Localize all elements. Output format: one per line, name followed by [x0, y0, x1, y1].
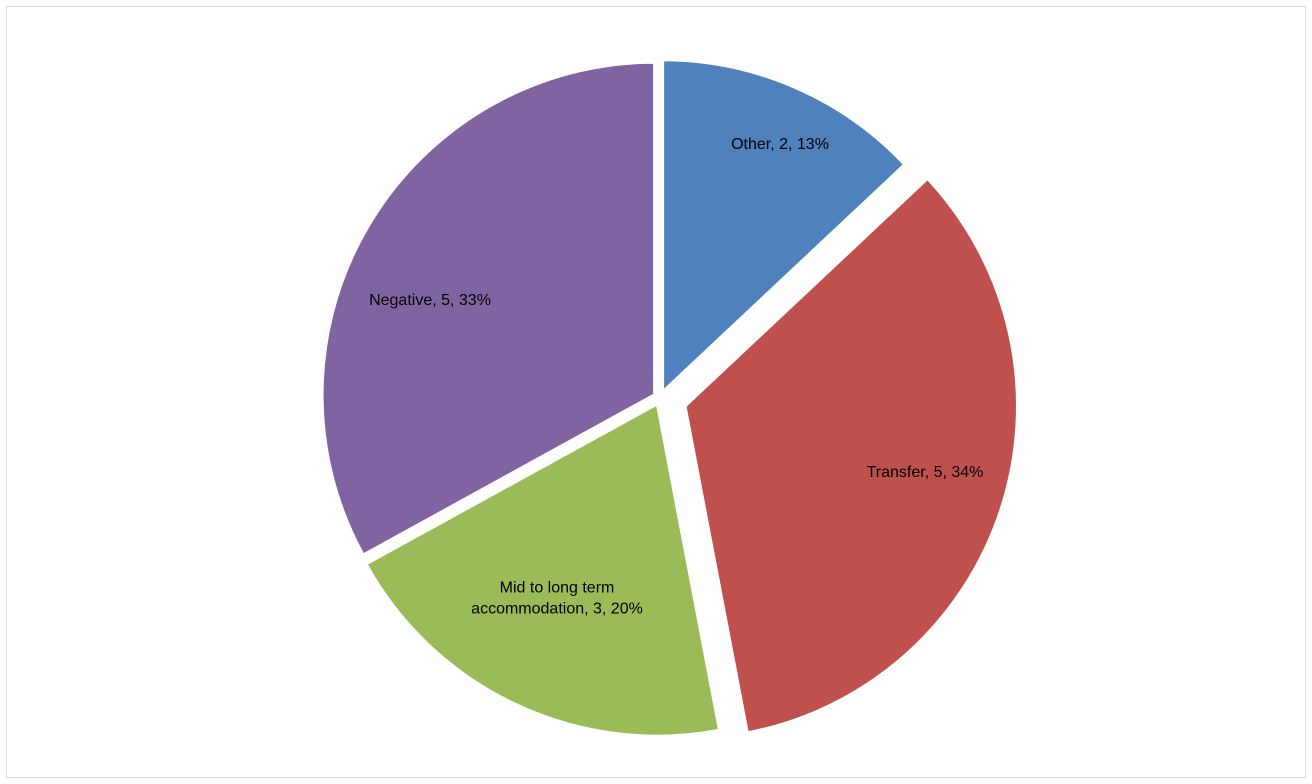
data-label-transfer: Transfer, 5, 34%: [867, 464, 984, 481]
data-label-negative: Negative, 5, 33%: [369, 292, 491, 309]
data-label-other: Other, 2, 13%: [731, 136, 829, 153]
pie-slice-mid-to-long-term-accommodation: [363, 401, 722, 739]
data-label-line: Other, 2, 13%: [731, 136, 829, 153]
pie-slice-transfer: [682, 176, 1020, 735]
data-label-line: Mid to long term: [500, 580, 615, 597]
data-label-line: accommodation, 3, 20%: [471, 601, 643, 618]
data-label-line: Negative, 5, 33%: [369, 292, 491, 309]
pie-slice-negative: [320, 60, 657, 558]
pie-slice-other: [660, 57, 907, 395]
data-label-line: Transfer, 5, 34%: [867, 464, 984, 481]
data-label-mid-to-long-term-accommodation: Mid to long term accommodation, 3, 20%: [471, 580, 643, 618]
